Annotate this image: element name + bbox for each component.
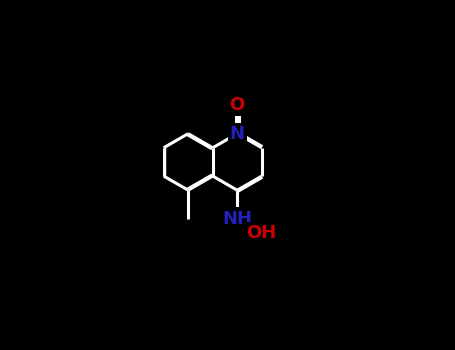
Text: OH: OH (247, 224, 277, 241)
Text: O: O (230, 96, 245, 114)
Text: N: N (230, 125, 245, 143)
Text: NH: NH (222, 210, 252, 228)
